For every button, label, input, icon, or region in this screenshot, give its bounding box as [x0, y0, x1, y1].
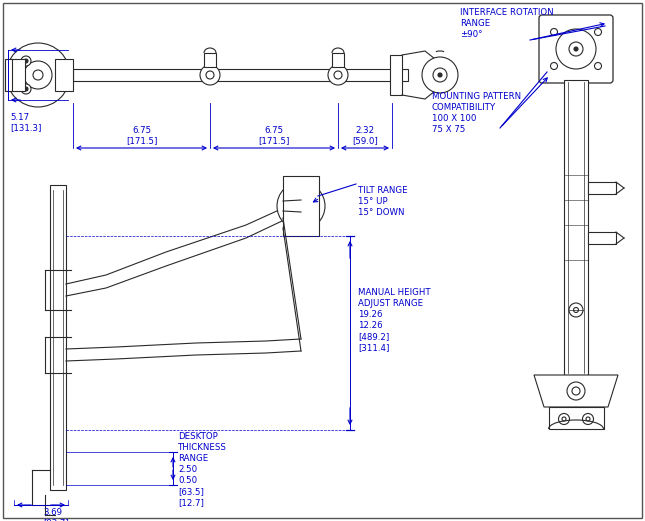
Text: MANUAL HEIGHT
ADJUST RANGE
19.26
12.26
[489.2]
[311.4]: MANUAL HEIGHT ADJUST RANGE 19.26 12.26 [… — [358, 288, 431, 353]
Circle shape — [6, 43, 70, 107]
Bar — [549, 407, 604, 429]
Bar — [5, 59, 25, 91]
Circle shape — [298, 203, 304, 209]
Circle shape — [569, 303, 583, 317]
Circle shape — [277, 182, 325, 230]
Circle shape — [328, 65, 348, 85]
Circle shape — [24, 59, 28, 63]
Text: INTERFACE ROTATION
RANGE
±90°: INTERFACE ROTATION RANGE ±90° — [460, 8, 553, 39]
Circle shape — [562, 417, 566, 421]
Circle shape — [573, 307, 579, 313]
Text: 5.17
[131.3]: 5.17 [131.3] — [10, 113, 41, 132]
Bar — [50, 185, 66, 490]
Bar — [204, 53, 216, 67]
Circle shape — [569, 42, 583, 56]
Circle shape — [24, 61, 52, 89]
Circle shape — [556, 29, 596, 69]
Bar — [564, 80, 588, 375]
Polygon shape — [534, 375, 618, 407]
Circle shape — [422, 57, 458, 93]
Text: 6.75
[171.5]: 6.75 [171.5] — [258, 126, 290, 145]
Circle shape — [582, 414, 593, 425]
Circle shape — [291, 196, 311, 216]
Circle shape — [559, 414, 570, 425]
Bar — [390, 55, 402, 95]
Circle shape — [572, 387, 580, 395]
Bar — [332, 53, 344, 67]
Circle shape — [21, 56, 31, 66]
Circle shape — [206, 71, 214, 79]
Bar — [73, 69, 408, 81]
Bar — [588, 182, 616, 194]
Circle shape — [33, 70, 43, 80]
Circle shape — [24, 87, 28, 91]
Bar — [55, 59, 73, 91]
Circle shape — [550, 29, 557, 35]
Text: TILT RANGE
15° UP
15° DOWN: TILT RANGE 15° UP 15° DOWN — [358, 186, 408, 217]
Circle shape — [433, 68, 447, 82]
Text: 3.69
[93.7]: 3.69 [93.7] — [43, 508, 69, 521]
Circle shape — [567, 382, 585, 400]
Text: DESKTOP
THICKNESS
RANGE
2.50
0.50
[63.5]
[12.7]: DESKTOP THICKNESS RANGE 2.50 0.50 [63.5]… — [178, 432, 227, 507]
Bar — [283, 176, 319, 236]
Text: 6.75
[171.5]: 6.75 [171.5] — [126, 126, 157, 145]
Text: 2.32
[59.0]: 2.32 [59.0] — [352, 126, 378, 145]
Circle shape — [586, 417, 590, 421]
Circle shape — [595, 29, 602, 35]
Circle shape — [200, 65, 220, 85]
Circle shape — [21, 84, 31, 94]
Circle shape — [334, 71, 342, 79]
Bar — [588, 232, 616, 244]
Circle shape — [574, 47, 578, 51]
Circle shape — [438, 73, 442, 77]
Text: MOUNTING PATTERN
COMPATIBILITY
100 X 100
75 X 75: MOUNTING PATTERN COMPATIBILITY 100 X 100… — [432, 92, 521, 134]
Circle shape — [550, 63, 557, 69]
FancyBboxPatch shape — [539, 15, 613, 83]
Circle shape — [595, 63, 602, 69]
